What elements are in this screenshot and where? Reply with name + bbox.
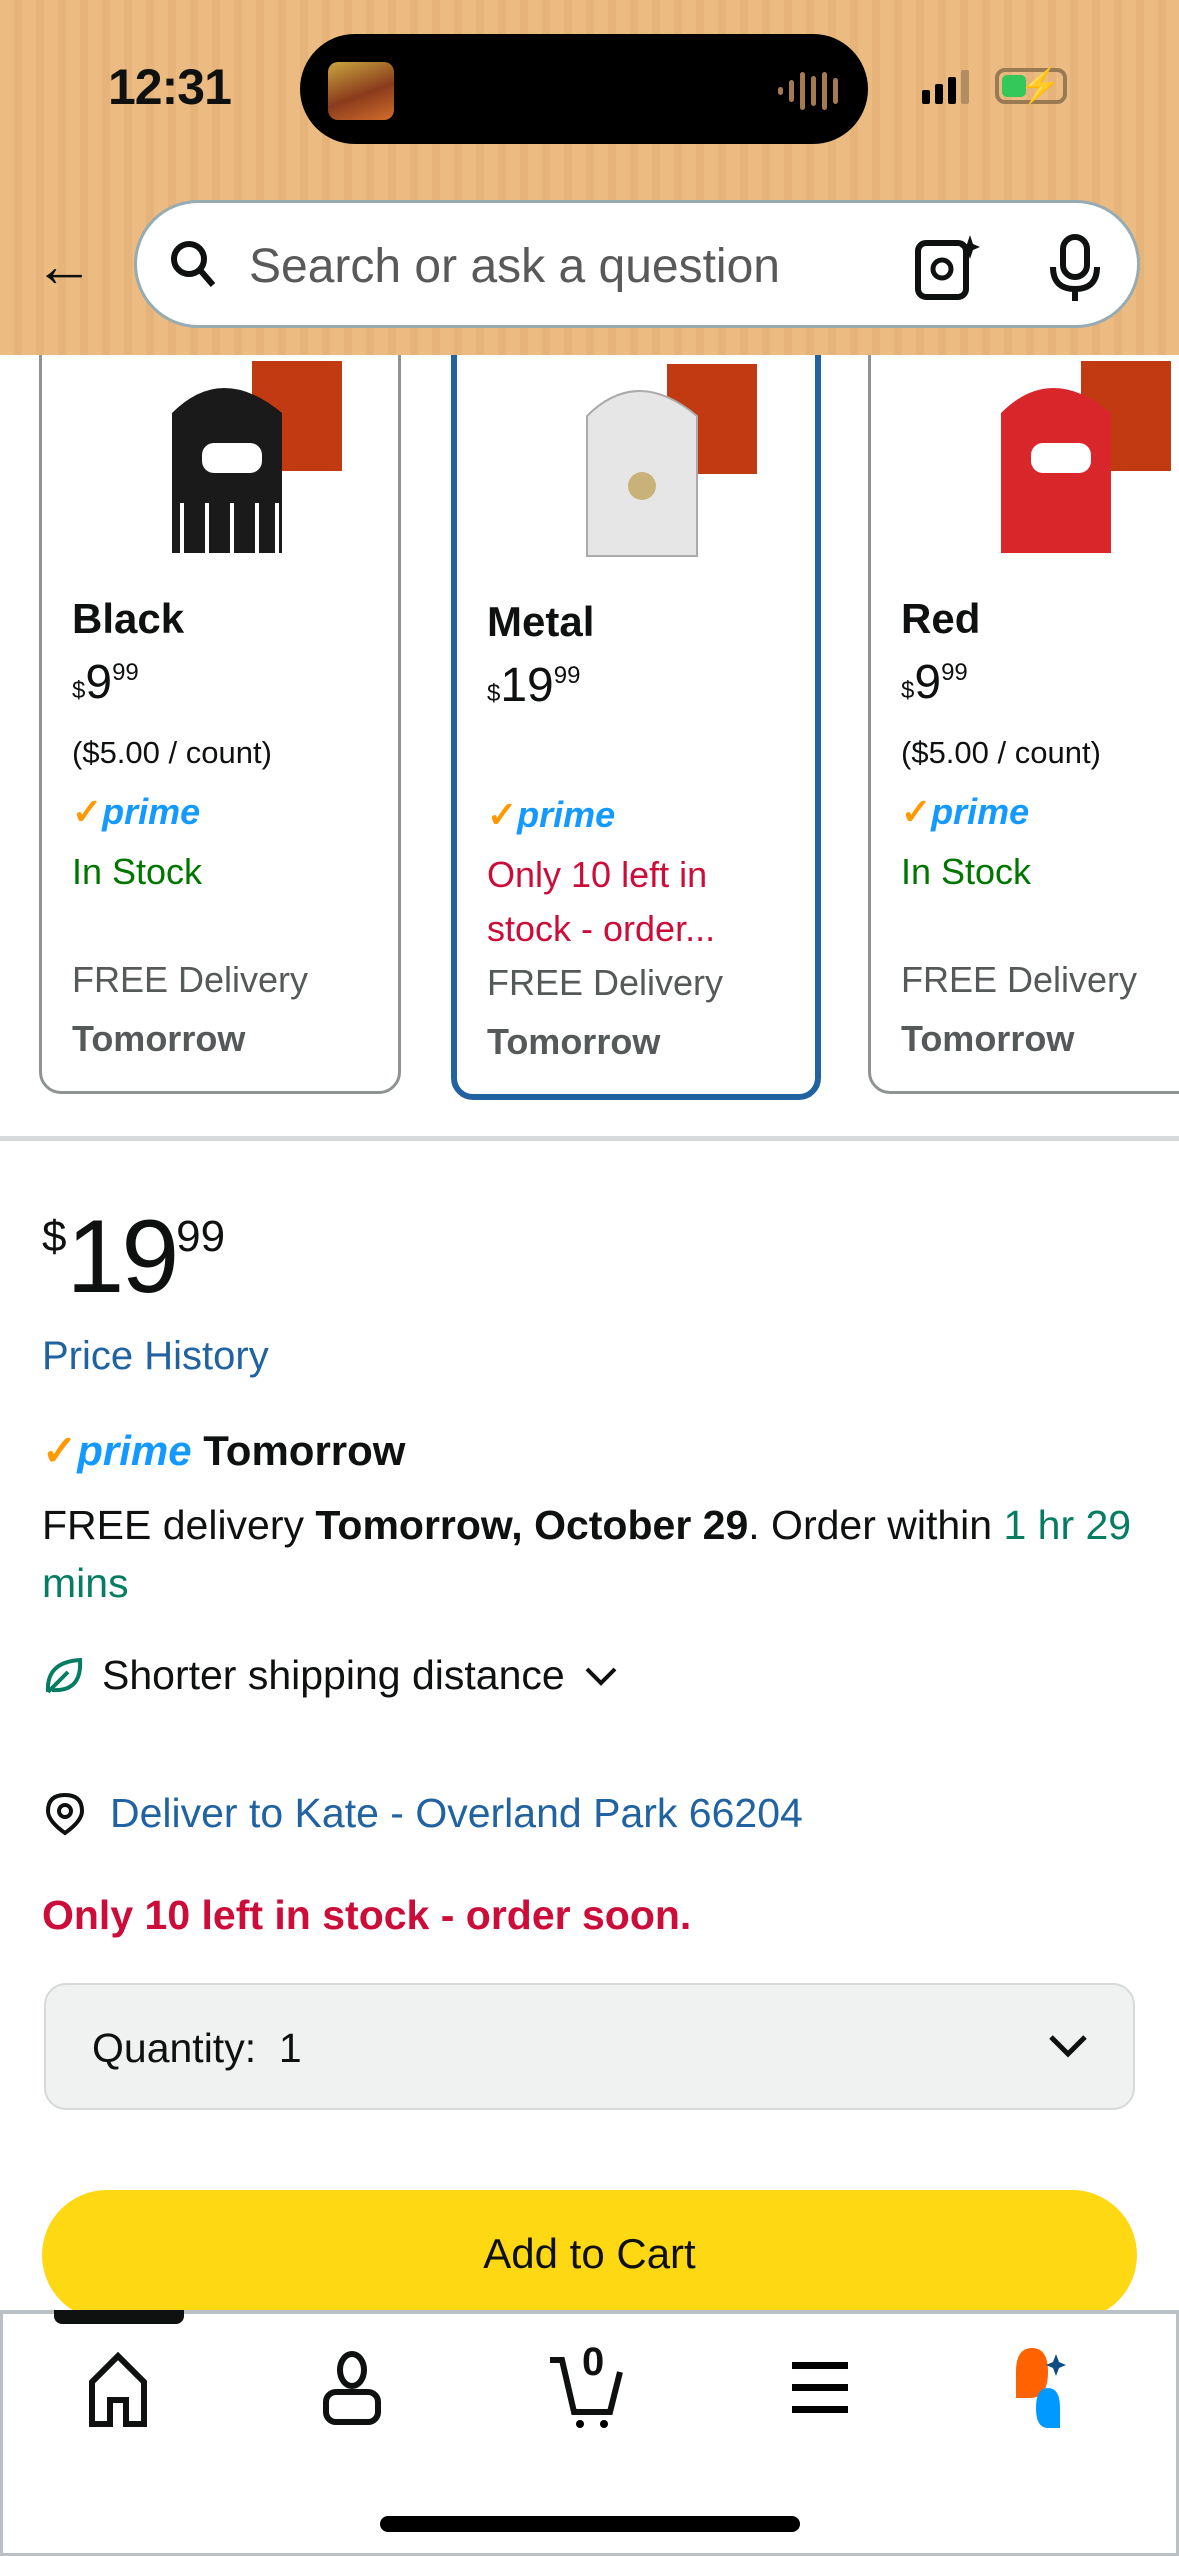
product-image-red bbox=[1001, 361, 1171, 553]
variant-name: Red bbox=[901, 595, 981, 642]
variant-delivery: FREE Delivery bbox=[487, 962, 724, 1003]
search-placeholder: Search or ask a question bbox=[249, 240, 780, 293]
variant-card-metal[interactable]: Metal $1999 ✓prime Only 10 left in stock… bbox=[451, 300, 821, 1100]
shorter-shipping-label: Shorter shipping distance bbox=[102, 1652, 565, 1698]
product-image-black bbox=[172, 361, 342, 558]
variant-price: $999 bbox=[901, 656, 968, 709]
leaf-icon bbox=[45, 1657, 83, 1693]
variant-price: $1999 bbox=[487, 659, 581, 712]
header: 12:31 ⚡ ← Search or ask a question bbox=[0, 0, 1179, 355]
variant-name: Metal bbox=[487, 598, 595, 645]
variant-stock: Only 10 left in stock - order... bbox=[487, 854, 716, 949]
chevron-down-icon bbox=[1049, 2035, 1087, 2058]
camera-lens-icon[interactable] bbox=[912, 233, 982, 303]
product-image-metal bbox=[586, 364, 757, 557]
delivery-info: FREE delivery Tomorrow, October 29. Orde… bbox=[42, 1502, 1132, 1606]
variant-stock: In Stock bbox=[901, 851, 1032, 892]
search-icon bbox=[171, 241, 216, 287]
menu-icon[interactable] bbox=[782, 2348, 862, 2428]
product-price: $1999 bbox=[42, 1199, 226, 1315]
home-indicator[interactable] bbox=[380, 2516, 800, 2532]
home-icon[interactable] bbox=[78, 2348, 158, 2428]
prime-delivery-badge: ✓prime Tomorrow bbox=[42, 1427, 406, 1474]
variant-card-black[interactable]: Black $999 ($5.00 / count) ✓prime In Sto… bbox=[39, 300, 401, 1094]
deliver-to-label: Deliver to Kate - Overland Park 66204 bbox=[110, 1790, 803, 1836]
quantity-label: Quantity: 1 bbox=[92, 2025, 302, 2071]
bottom-nav bbox=[0, 2310, 1179, 2556]
variant-delivery-day: Tomorrow bbox=[901, 1018, 1075, 1059]
now-playing-artwork bbox=[328, 62, 394, 120]
status-time: 12:31 bbox=[108, 59, 232, 115]
prime-badge: ✓prime bbox=[487, 794, 616, 835]
battery-charging-icon: ⚡ bbox=[995, 67, 1067, 105]
rufus-assistant-icon[interactable] bbox=[1010, 2348, 1090, 2428]
variant-delivery: FREE Delivery bbox=[901, 959, 1138, 1000]
cart-icon[interactable]: 0 bbox=[548, 2340, 638, 2428]
variant-name: Black bbox=[72, 595, 185, 642]
variant-delivery-day: Tomorrow bbox=[72, 1018, 246, 1059]
variant-unit-price: ($5.00 / count) bbox=[72, 735, 272, 770]
location-pin-icon bbox=[45, 1792, 85, 1835]
account-icon[interactable] bbox=[312, 2348, 392, 2428]
section-divider bbox=[0, 1136, 1179, 1141]
active-tab-indicator bbox=[54, 2310, 184, 2324]
search-input[interactable]: Search or ask a question bbox=[134, 200, 1140, 328]
low-stock-warning: Only 10 left in stock - order soon. bbox=[42, 1892, 692, 1938]
cart-count: 0 bbox=[582, 2340, 605, 2384]
dynamic-island[interactable] bbox=[300, 34, 868, 144]
microphone-icon[interactable] bbox=[1047, 233, 1103, 303]
variant-unit-price: ($5.00 / count) bbox=[901, 735, 1101, 770]
variant-card-red[interactable]: Red $999 ($5.00 / count) ✓prime In Stock… bbox=[868, 300, 1179, 1094]
variant-price: $999 bbox=[72, 656, 139, 709]
back-arrow-icon[interactable]: ← bbox=[34, 232, 94, 299]
variant-delivery: FREE Delivery bbox=[72, 959, 309, 1000]
shorter-shipping-toggle[interactable]: Shorter shipping distance bbox=[42, 1652, 621, 1699]
signal-icon bbox=[922, 70, 969, 104]
audio-waveform-icon bbox=[778, 72, 838, 110]
variant-delivery-day: Tomorrow bbox=[487, 1021, 661, 1062]
add-to-cart-button[interactable]: Add to Cart bbox=[42, 2190, 1137, 2320]
prime-badge: ✓prime bbox=[72, 791, 201, 832]
price-history-link[interactable]: Price History bbox=[42, 1334, 269, 1378]
deliver-to-link[interactable]: Deliver to Kate - Overland Park 66204 bbox=[42, 1790, 803, 1837]
variant-stock: In Stock bbox=[72, 851, 203, 892]
prime-badge: ✓prime bbox=[901, 791, 1030, 832]
chevron-down-icon bbox=[585, 1667, 617, 1686]
quantity-select[interactable]: Quantity: 1 bbox=[44, 1983, 1135, 2110]
